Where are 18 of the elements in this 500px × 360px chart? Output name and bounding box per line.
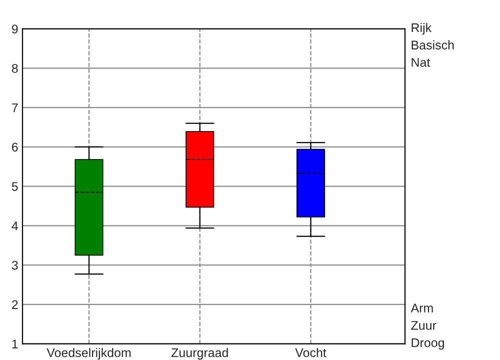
x-tick-label: Zuurgraad	[171, 348, 228, 360]
y-tick-label: 7	[12, 103, 18, 112]
x-tick-label: Vocht	[295, 348, 326, 358]
y-tick-label: 4	[12, 222, 18, 230]
text: Basisch	[412, 40, 454, 50]
y-tick-label: 8	[12, 64, 18, 73]
text: Rijk	[412, 22, 432, 35]
text: Zuur	[411, 321, 436, 330]
y-tick-label: 6	[12, 142, 18, 152]
text: Arm	[410, 304, 433, 312]
y-tick-label: 2	[12, 300, 18, 309]
text: Nat	[412, 58, 430, 67]
x-tick-label: Voedselrijkdom	[46, 348, 131, 360]
y-tick-label: 3	[12, 260, 18, 270]
y-tick-label: 5	[12, 182, 18, 191]
y-tick-label: 1	[12, 340, 18, 348]
y-tick-label: 9	[12, 24, 18, 34]
text: Droog	[412, 338, 444, 350]
